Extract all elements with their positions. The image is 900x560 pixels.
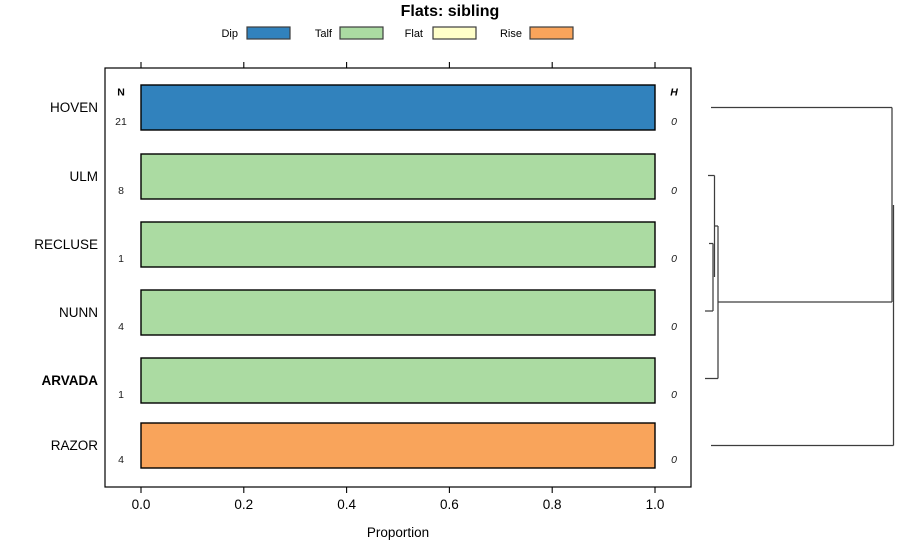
- h-value-recluse: 0: [671, 253, 677, 265]
- x-axis-title: Proportion: [367, 525, 429, 540]
- category-label-razor: RAZOR: [51, 438, 99, 453]
- legend-swatch-rise: [529, 26, 574, 40]
- n-value-arvada: 1: [118, 389, 124, 401]
- h-value-hoven: 0: [671, 116, 677, 128]
- legend-swatch-flat: [432, 26, 477, 40]
- x-axis-tick-label: 0.6: [440, 497, 459, 512]
- category-label-ulm: ULM: [69, 169, 98, 184]
- h-value-nunn: 0: [671, 321, 677, 333]
- legend-label-flat: Flat: [405, 28, 423, 40]
- x-axis-tick-label: 0.0: [132, 497, 151, 512]
- page-title: Flats: sibling: [400, 3, 500, 20]
- category-label-nunn: NUNN: [59, 305, 98, 320]
- legend-label-rise: Rise: [500, 28, 522, 40]
- h-value-razor: 0: [671, 454, 677, 466]
- legend-label-talf: Talf: [315, 28, 333, 40]
- h-column-header: H: [670, 87, 678, 99]
- n-column-header: N: [117, 87, 125, 99]
- h-value-arvada: 0: [671, 389, 677, 401]
- n-value-ulm: 8: [118, 185, 124, 197]
- legend-swatch-talf: [339, 26, 384, 40]
- h-value-ulm: 0: [671, 185, 677, 197]
- bar-segment-ulm-talf: [140, 153, 656, 200]
- category-label-hoven: HOVEN: [50, 100, 98, 115]
- legend-label-dip: Dip: [221, 28, 238, 40]
- bar-segment-nunn-talf: [140, 289, 656, 336]
- x-axis-tick-label: 1.0: [646, 497, 665, 512]
- n-value-recluse: 1: [118, 253, 124, 265]
- legend-swatch-dip: [246, 26, 291, 40]
- n-value-hoven: 21: [115, 116, 127, 128]
- n-value-razor: 4: [118, 454, 124, 466]
- bar-segment-razor-rise: [140, 422, 656, 469]
- category-label-arvada: ARVADA: [41, 373, 98, 388]
- x-axis-tick-label: 0.2: [234, 497, 253, 512]
- bar-segment-hoven-dip: [140, 84, 656, 131]
- category-label-recluse: RECLUSE: [34, 237, 98, 252]
- x-axis-tick-label: 0.8: [543, 497, 562, 512]
- bar-segment-recluse-talf: [140, 221, 656, 268]
- bar-segment-arvada-talf: [140, 357, 656, 404]
- x-axis-tick-label: 0.4: [337, 497, 356, 512]
- n-value-nunn: 4: [118, 321, 124, 333]
- plot-box: [104, 67, 692, 488]
